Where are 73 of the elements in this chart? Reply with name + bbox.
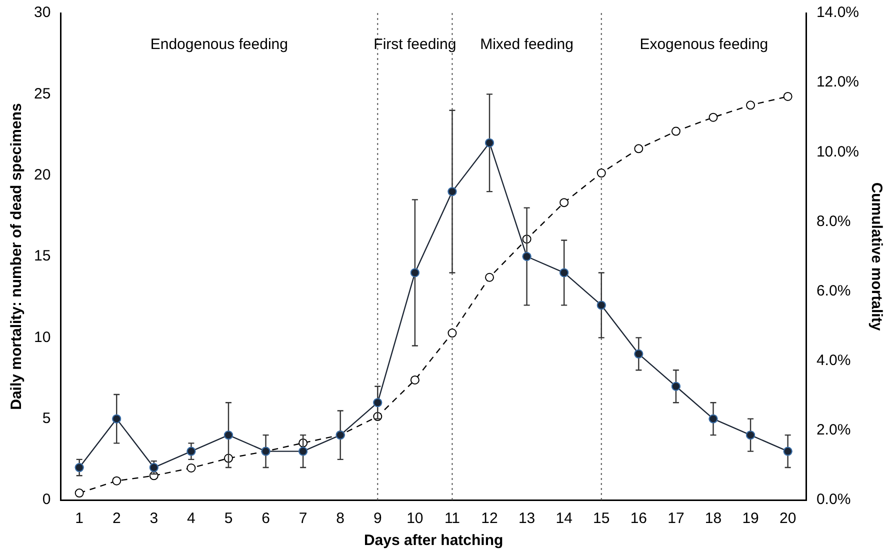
x-tick-label: 4 bbox=[187, 510, 196, 528]
x-tick-label: 10 bbox=[406, 510, 424, 528]
point bbox=[671, 382, 680, 391]
point bbox=[74, 463, 84, 472]
point bbox=[448, 328, 457, 338]
y-tick-label: 10 bbox=[34, 328, 51, 346]
point bbox=[186, 463, 196, 472]
y-tick-label: 30 bbox=[34, 4, 51, 22]
y-tick-label: 5 bbox=[42, 410, 51, 427]
annotation: Endogenous feeding bbox=[150, 36, 288, 54]
x-tick-label: 1 bbox=[75, 510, 84, 528]
x-tick-label: 14 bbox=[556, 510, 572, 528]
y2-tick-label: 6.0% bbox=[816, 282, 851, 300]
point bbox=[596, 300, 606, 310]
y-tick-label: 15 bbox=[34, 248, 51, 265]
annotation: Exogenous feeding bbox=[640, 36, 768, 54]
point bbox=[522, 252, 532, 261]
point bbox=[410, 375, 420, 384]
point bbox=[149, 463, 158, 472]
x-tick-label: 15 bbox=[593, 510, 610, 528]
point bbox=[708, 414, 718, 424]
y2-tick-label: 4.0% bbox=[816, 352, 851, 369]
x-tick-label: 18 bbox=[704, 510, 722, 528]
x-tick-label: 8 bbox=[336, 510, 345, 528]
y2-axis-title: Cumulative mortality bbox=[868, 182, 885, 332]
y2-tick-label: 12.0% bbox=[816, 74, 860, 91]
point bbox=[560, 198, 569, 208]
point bbox=[708, 112, 718, 122]
x-tick-label: 16 bbox=[630, 510, 648, 528]
annotation: First feeding bbox=[374, 36, 456, 54]
x-tick-label: 19 bbox=[742, 510, 759, 528]
y2-tick-label: 14.0% bbox=[816, 4, 860, 22]
point bbox=[560, 268, 569, 278]
y-tick-label: 25 bbox=[34, 85, 51, 102]
x-tick-label: 13 bbox=[518, 510, 536, 528]
point bbox=[112, 476, 122, 486]
x-tick-label: 5 bbox=[224, 510, 233, 528]
point bbox=[298, 446, 308, 456]
point bbox=[224, 430, 233, 440]
point bbox=[410, 268, 420, 278]
point bbox=[783, 446, 792, 456]
x-tick-label: 3 bbox=[150, 510, 158, 528]
point bbox=[596, 168, 606, 178]
y-tick-label: 0 bbox=[42, 491, 51, 508]
x-tick-label: 17 bbox=[668, 510, 684, 528]
point bbox=[671, 126, 680, 136]
point bbox=[112, 414, 122, 424]
point bbox=[448, 187, 457, 196]
x-axis-title: Days after hatching bbox=[364, 532, 504, 550]
y-axis-title: Daily mortality: number of dead specimens bbox=[8, 103, 26, 410]
point bbox=[634, 144, 644, 154]
point bbox=[746, 100, 756, 110]
point bbox=[373, 398, 382, 408]
x-tick-label: 6 bbox=[262, 510, 270, 528]
y-tick-label: 20 bbox=[34, 166, 51, 184]
y2-tick-label: 2.0% bbox=[816, 422, 851, 439]
x-tick-label: 9 bbox=[373, 510, 382, 528]
y2-tick-label: 8.0% bbox=[816, 212, 851, 230]
x-tick-label: 2 bbox=[112, 510, 121, 528]
point bbox=[485, 272, 494, 282]
point bbox=[634, 349, 644, 358]
point bbox=[746, 430, 756, 440]
point bbox=[186, 446, 196, 456]
x-tick-label: 11 bbox=[444, 510, 460, 528]
y2-tick-label: 0.0% bbox=[816, 491, 851, 508]
point bbox=[74, 488, 84, 498]
x-tick-label: 12 bbox=[481, 510, 498, 528]
x-tick-label: 20 bbox=[779, 510, 796, 528]
y2-tick-label: 10.0% bbox=[816, 143, 860, 160]
point bbox=[485, 138, 494, 148]
annotation: Mixed feeding bbox=[480, 36, 574, 54]
point bbox=[783, 92, 792, 101]
x-tick-label: 7 bbox=[298, 510, 308, 528]
